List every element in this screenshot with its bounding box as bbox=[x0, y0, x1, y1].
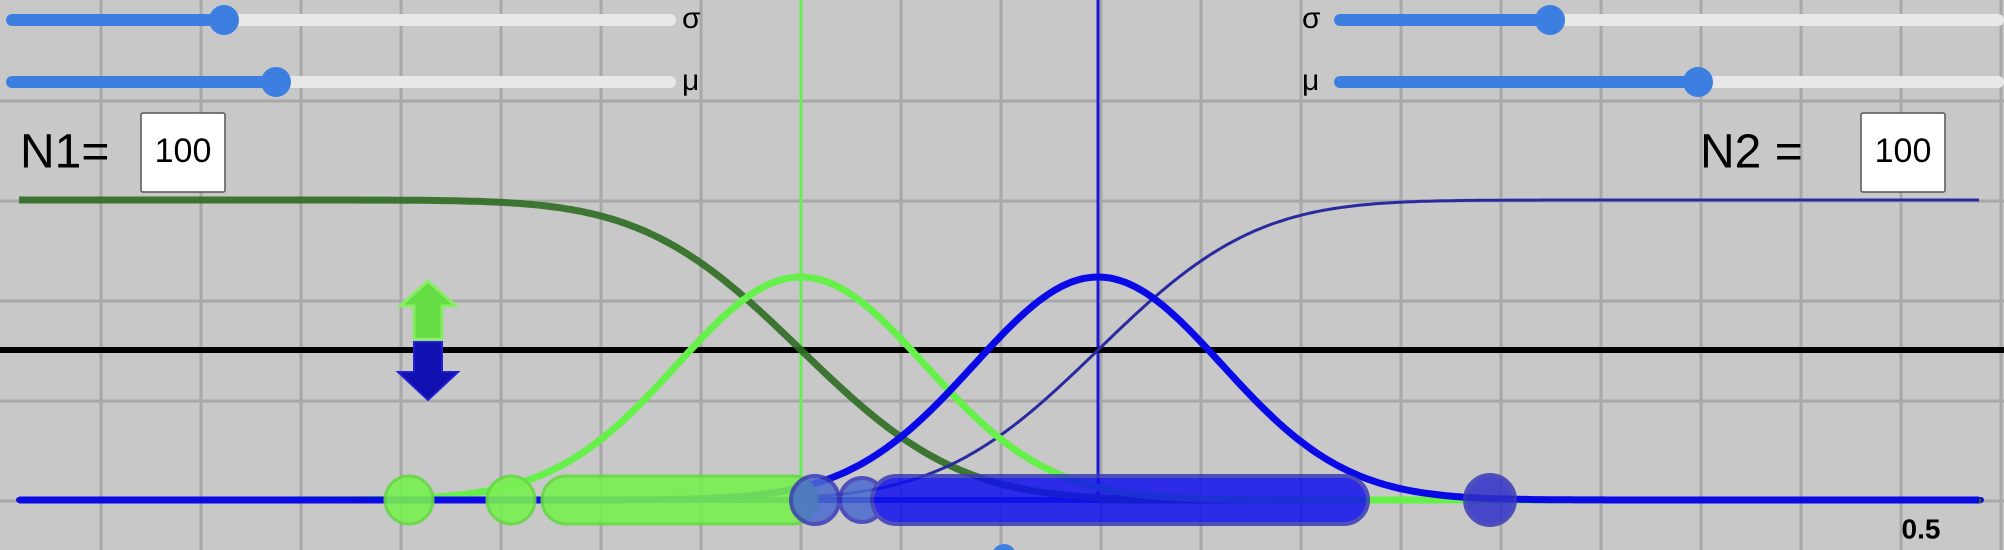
axis-label: 0.5 bbox=[1902, 513, 1941, 544]
slider-knob[interactable] bbox=[1683, 67, 1713, 97]
slider-knob[interactable] bbox=[261, 67, 291, 97]
slider-knob[interactable] bbox=[992, 544, 1016, 550]
samples-1 bbox=[383, 474, 819, 526]
sigma-label: σ bbox=[1302, 2, 1321, 35]
n1-value: 100 bbox=[155, 132, 212, 170]
slider-knob[interactable] bbox=[209, 5, 239, 35]
sample-dot bbox=[383, 474, 435, 526]
sample-cluster bbox=[540, 474, 819, 526]
sample-dot bbox=[1463, 473, 1517, 527]
n1-input[interactable] bbox=[140, 112, 226, 193]
slider-mu-2[interactable] bbox=[1334, 67, 2004, 97]
slider-knob[interactable] bbox=[1535, 5, 1565, 35]
slider-sigma-2[interactable] bbox=[1334, 5, 2004, 35]
down-arrow[interactable] bbox=[395, 341, 461, 402]
up-arrow[interactable] bbox=[396, 278, 460, 341]
density-curve-1 bbox=[19, 273, 1979, 504]
samples-2 bbox=[789, 473, 1517, 527]
sample-cluster bbox=[870, 474, 1370, 526]
n2-label: N2 = bbox=[1700, 126, 1803, 179]
slider-sigma-1[interactable] bbox=[6, 5, 676, 35]
toggle-arrows[interactable] bbox=[395, 278, 461, 402]
n2-input[interactable] bbox=[1860, 112, 1946, 193]
sample-dot bbox=[485, 474, 537, 526]
mu-label: μ bbox=[682, 64, 699, 97]
slider-mu-1[interactable] bbox=[6, 67, 676, 97]
density-curve-2 bbox=[19, 273, 1979, 504]
sigma-label: σ bbox=[682, 2, 701, 35]
n2-value: 100 bbox=[1875, 132, 1932, 170]
n1-label: N1= bbox=[20, 126, 109, 179]
sample-dot bbox=[789, 474, 841, 526]
mu-label: μ bbox=[1302, 64, 1319, 97]
